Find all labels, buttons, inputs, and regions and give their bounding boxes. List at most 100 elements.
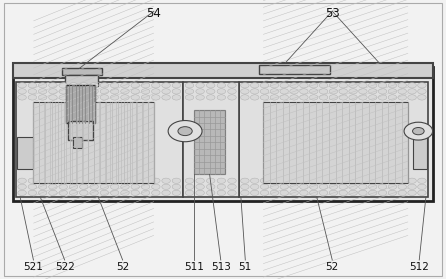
Circle shape (217, 89, 226, 94)
Circle shape (398, 95, 406, 100)
Circle shape (310, 83, 318, 88)
Text: 511: 511 (184, 262, 204, 272)
Circle shape (270, 178, 279, 183)
Circle shape (152, 190, 160, 196)
Circle shape (196, 83, 204, 88)
Circle shape (59, 95, 67, 100)
Circle shape (162, 83, 170, 88)
Circle shape (251, 178, 259, 183)
Circle shape (206, 95, 215, 100)
Bar (62, 68, 102, 75)
Circle shape (185, 89, 194, 94)
Circle shape (280, 178, 289, 183)
Circle shape (359, 89, 367, 94)
Circle shape (368, 83, 377, 88)
Circle shape (408, 184, 416, 189)
Circle shape (388, 95, 396, 100)
Circle shape (38, 190, 47, 196)
Circle shape (260, 83, 269, 88)
Circle shape (368, 95, 377, 100)
Circle shape (206, 190, 215, 196)
Circle shape (90, 184, 99, 189)
Circle shape (339, 184, 347, 189)
Circle shape (196, 89, 204, 94)
Circle shape (162, 95, 170, 100)
Circle shape (18, 95, 26, 100)
Circle shape (260, 95, 269, 100)
Circle shape (178, 127, 192, 136)
Circle shape (329, 89, 338, 94)
Circle shape (28, 184, 37, 189)
Circle shape (28, 83, 37, 88)
Circle shape (310, 178, 318, 183)
Circle shape (417, 95, 426, 100)
Circle shape (18, 83, 26, 88)
Circle shape (228, 83, 236, 88)
Circle shape (185, 178, 194, 183)
Circle shape (368, 178, 377, 183)
Circle shape (59, 178, 67, 183)
Circle shape (413, 128, 424, 135)
Circle shape (349, 89, 357, 94)
Circle shape (417, 178, 426, 183)
Circle shape (131, 83, 140, 88)
Circle shape (339, 83, 347, 88)
Circle shape (319, 184, 328, 189)
Circle shape (49, 83, 57, 88)
Circle shape (111, 184, 119, 189)
Circle shape (300, 190, 308, 196)
Circle shape (152, 83, 160, 88)
Circle shape (329, 178, 338, 183)
Circle shape (408, 95, 416, 100)
Circle shape (141, 95, 150, 100)
Circle shape (404, 122, 433, 140)
Circle shape (152, 178, 160, 183)
Circle shape (131, 95, 140, 100)
Circle shape (196, 178, 204, 183)
Circle shape (121, 190, 129, 196)
Circle shape (359, 95, 367, 100)
Circle shape (18, 190, 26, 196)
Circle shape (368, 89, 377, 94)
Circle shape (121, 89, 129, 94)
Circle shape (28, 178, 37, 183)
Circle shape (168, 121, 202, 142)
Circle shape (398, 190, 406, 196)
Circle shape (378, 95, 387, 100)
Circle shape (28, 89, 37, 94)
Circle shape (28, 95, 37, 100)
Bar (68, 121, 93, 140)
Circle shape (408, 178, 416, 183)
Circle shape (217, 178, 226, 183)
Circle shape (388, 83, 396, 88)
Circle shape (141, 89, 150, 94)
Bar (239, 82, 428, 197)
Circle shape (59, 89, 67, 94)
Circle shape (162, 89, 170, 94)
Bar (13, 63, 433, 78)
Circle shape (378, 178, 387, 183)
Circle shape (300, 89, 308, 94)
Circle shape (270, 95, 279, 100)
Circle shape (270, 89, 279, 94)
Circle shape (310, 184, 318, 189)
Circle shape (349, 178, 357, 183)
Circle shape (310, 89, 318, 94)
Circle shape (251, 83, 259, 88)
Circle shape (59, 184, 67, 189)
Circle shape (121, 184, 129, 189)
Circle shape (368, 184, 377, 189)
Circle shape (339, 190, 347, 196)
Circle shape (185, 83, 194, 88)
Circle shape (141, 178, 150, 183)
Circle shape (79, 190, 88, 196)
Circle shape (206, 83, 215, 88)
Circle shape (290, 178, 298, 183)
Circle shape (260, 89, 269, 94)
Text: 513: 513 (211, 262, 231, 272)
Circle shape (111, 95, 119, 100)
Circle shape (185, 184, 194, 189)
Circle shape (172, 184, 181, 189)
Circle shape (251, 95, 259, 100)
Circle shape (141, 184, 150, 189)
